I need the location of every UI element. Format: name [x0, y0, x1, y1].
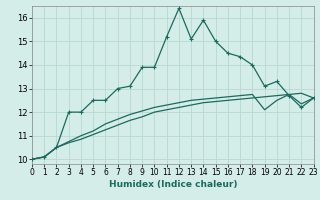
X-axis label: Humidex (Indice chaleur): Humidex (Indice chaleur): [108, 180, 237, 189]
